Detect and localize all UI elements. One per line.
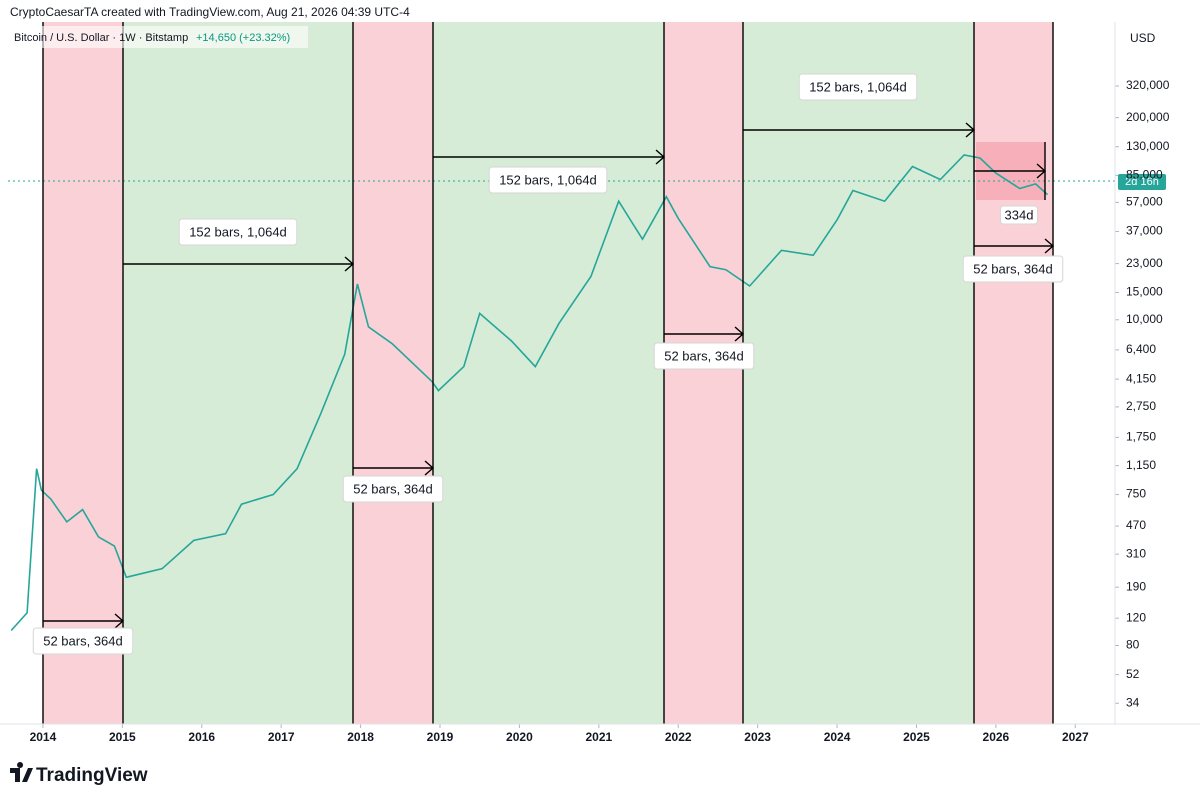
arrow-head xyxy=(734,326,745,342)
arrow-head xyxy=(424,460,435,476)
y-tick-label: 200,000 xyxy=(1126,110,1170,124)
arrow-head xyxy=(114,613,125,629)
annotation-label: 152 bars, 1,064d xyxy=(809,79,907,94)
annotation-label: 152 bars, 1,064d xyxy=(189,224,287,239)
annotation-box xyxy=(798,73,918,101)
annotation-label: 152 bars, 1,064d xyxy=(499,172,597,187)
x-tick-label: 2024 xyxy=(824,730,851,744)
annotation-box xyxy=(962,255,1064,283)
annotation-box xyxy=(488,166,608,194)
annotation-box xyxy=(1000,205,1038,225)
x-tick-label: 2019 xyxy=(427,730,454,744)
y-tick-label: 6,400 xyxy=(1126,342,1156,356)
annotation: 52 bars, 364d xyxy=(653,342,755,370)
y-tick-label: 37,000 xyxy=(1126,224,1163,238)
logo: TradingView xyxy=(10,762,148,786)
annotation-label: 52 bars, 364d xyxy=(43,633,123,648)
annotation: 152 bars, 1,064d xyxy=(178,218,298,246)
annotation-label: 334d xyxy=(1005,207,1034,222)
arrow-head xyxy=(344,256,355,272)
y-tick-label: 190 xyxy=(1126,579,1146,593)
x-tick-label: 2025 xyxy=(903,730,930,744)
band xyxy=(743,22,974,724)
x-tick-label: 2020 xyxy=(506,730,533,744)
brand: TradingView xyxy=(36,765,148,786)
annotation-box xyxy=(342,475,444,503)
band xyxy=(974,22,1053,724)
y-tick-label: 23,000 xyxy=(1126,256,1163,270)
x-tick-label: 2022 xyxy=(665,730,692,744)
symbol: Bitcoin / U.S. Dollar · 1W · Bitstamp xyxy=(14,32,188,44)
x-tick-label: 2015 xyxy=(109,730,136,744)
annotation: 152 bars, 1,064d xyxy=(488,166,608,194)
annotation-label: 52 bars, 364d xyxy=(973,261,1053,276)
annotation-label: 52 bars, 364d xyxy=(353,481,433,496)
plot xyxy=(10,85,1119,728)
band xyxy=(123,22,353,724)
x-tick-label: 2027 xyxy=(1062,730,1089,744)
annotation-box xyxy=(178,218,298,246)
annotation-box xyxy=(653,342,755,370)
y-tick-label: 1,750 xyxy=(1126,430,1156,444)
y-tick-label: 15,000 xyxy=(1126,285,1163,299)
x-tick-label: 2016 xyxy=(188,730,215,744)
annotation: 52 bars, 364d xyxy=(962,255,1064,283)
change: +14,650 (+23.32%) xyxy=(196,32,290,44)
band xyxy=(353,22,433,724)
y-tick-label: 2,750 xyxy=(1126,399,1156,413)
y-tick-label: 1,150 xyxy=(1126,458,1156,472)
legend-bg xyxy=(8,26,308,48)
arrow-head xyxy=(1044,238,1055,254)
x-tick-label: 2014 xyxy=(30,730,57,744)
annotation-box xyxy=(32,627,134,655)
dividers xyxy=(42,22,1054,724)
arrow-head xyxy=(655,149,666,165)
price-line xyxy=(10,154,1049,632)
y-tick-label: 310 xyxy=(1126,546,1146,560)
y-tick-label: 34 xyxy=(1126,695,1140,709)
y-tick-label: 130,000 xyxy=(1126,139,1170,153)
y-tick-label: 80 xyxy=(1126,638,1140,652)
x-tick-label: 2023 xyxy=(744,730,771,744)
y-tick-label: 470 xyxy=(1126,518,1146,532)
logo-mark xyxy=(10,762,33,782)
y-tick-label: 120 xyxy=(1126,610,1146,624)
countdown: 2d 16h xyxy=(1125,176,1159,188)
annotation: 152 bars, 1,064d xyxy=(798,73,918,101)
annotations: 52 bars, 364d 152 bars, 1,064d 52 bars, 36… xyxy=(32,73,1064,655)
annotation: 334d xyxy=(1000,205,1038,225)
annotation: 52 bars, 364d xyxy=(342,475,444,503)
credit: CryptoCaesarTA created with TradingView.… xyxy=(10,5,410,19)
annotation: 52 bars, 364d xyxy=(32,627,134,655)
x-tick-label: 2026 xyxy=(983,730,1010,744)
band xyxy=(43,22,123,724)
x-tick-label: 2017 xyxy=(268,730,295,744)
y-tick-label: 85,000 xyxy=(1126,168,1163,182)
countdown-box xyxy=(1118,174,1166,190)
y-tick-label: 10,000 xyxy=(1126,312,1163,326)
y-tick-label: 57,000 xyxy=(1126,195,1163,209)
x-tick-label: 2021 xyxy=(585,730,612,744)
arrow-head xyxy=(965,122,976,138)
currency: USD xyxy=(1130,31,1156,45)
y-tick-label: 320,000 xyxy=(1126,78,1170,92)
y-tick-label: 52 xyxy=(1126,667,1140,681)
bands xyxy=(43,22,1053,724)
annotation-label: 52 bars, 364d xyxy=(664,348,744,363)
band xyxy=(664,22,743,724)
y-tick-label: 4,150 xyxy=(1126,371,1156,385)
x-tick-label: 2018 xyxy=(347,730,374,744)
band xyxy=(433,22,664,724)
arrow-head xyxy=(1036,163,1047,179)
y-tick-label: 750 xyxy=(1126,487,1146,501)
